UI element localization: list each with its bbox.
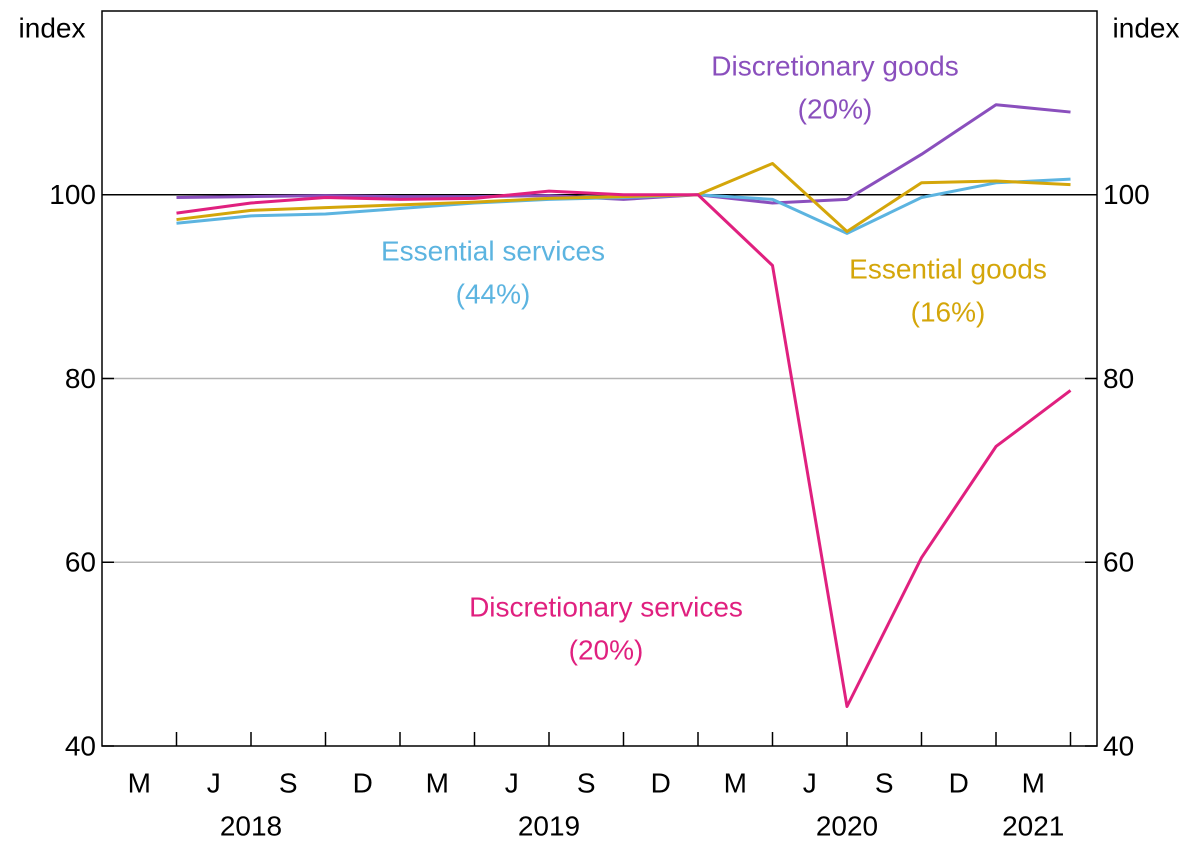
x-tick-label: D: [949, 767, 969, 798]
series-line: [176, 189, 1072, 708]
x-tick-label: J: [505, 767, 519, 798]
series-share: (20%): [798, 93, 873, 124]
x-tick-label: D: [651, 767, 671, 798]
series-line: [176, 103, 1071, 205]
series-line: [176, 177, 1071, 235]
y-tick-label: 80: [65, 363, 96, 394]
series-line: [176, 162, 1071, 233]
plot-frame: [101, 10, 1098, 747]
x-tick-label: S: [279, 767, 298, 798]
y-tick-label: 60: [65, 547, 96, 578]
x-tick-label: M: [724, 767, 747, 798]
series-label: Discretionary services: [469, 591, 743, 622]
y-tick-label: 100: [49, 179, 96, 210]
y2-tick-label: 40: [1103, 730, 1134, 761]
x-group-label: 2019: [518, 810, 580, 841]
y2-tick-label: 60: [1103, 547, 1134, 578]
x-tick-label: S: [875, 767, 894, 798]
x-tick-label: D: [353, 767, 373, 798]
series-label: Discretionary goods: [711, 50, 958, 81]
x-group-label: 2018: [220, 810, 282, 841]
series-label: Essential services: [381, 235, 605, 266]
x-tick-label: S: [577, 767, 596, 798]
x-group-label: 2021: [1002, 810, 1064, 841]
x-tick-label: J: [803, 767, 817, 798]
series-share: (20%): [569, 634, 644, 665]
y-axis-label: index: [19, 12, 86, 43]
x-group-label: 2020: [816, 810, 878, 841]
series-label: Essential goods: [849, 253, 1047, 284]
x-tick-label: M: [128, 767, 151, 798]
series-share: (44%): [456, 278, 531, 309]
y2-tick-label: 80: [1103, 363, 1134, 394]
y2-tick-label: 100: [1103, 179, 1150, 210]
series-share: (16%): [911, 296, 986, 327]
x-tick-label: M: [1022, 767, 1045, 798]
y2-axis-label: index: [1113, 12, 1180, 43]
x-tick-label: J: [207, 767, 221, 798]
y-tick-label: 40: [65, 730, 96, 761]
x-tick-label: M: [426, 767, 449, 798]
